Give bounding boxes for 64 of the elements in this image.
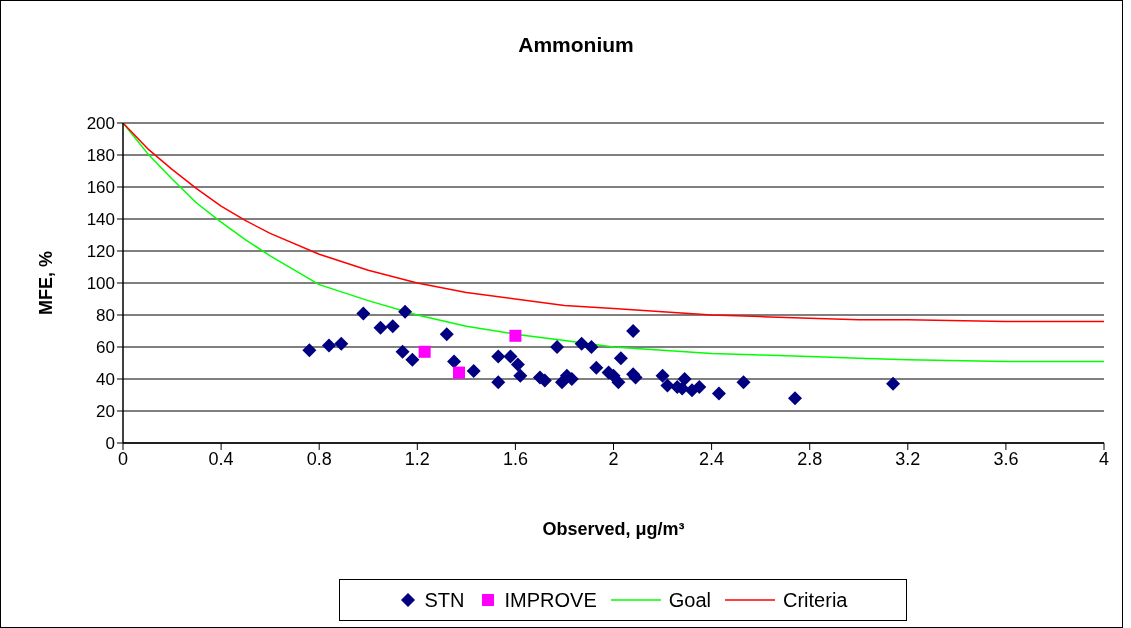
point [787, 391, 802, 406]
point [574, 336, 589, 351]
point [513, 368, 528, 383]
x-tick-label: 3.2 [895, 448, 921, 469]
x-tick-label: 3.6 [993, 448, 1019, 469]
point [385, 319, 400, 334]
point [452, 366, 465, 379]
point [491, 349, 506, 364]
point [466, 364, 481, 378]
point [711, 386, 726, 401]
chart-title: Ammonium [517, 33, 635, 57]
x-tick-label: 0 [117, 448, 129, 469]
x-tick-label: 2.8 [797, 448, 823, 469]
point [886, 376, 901, 391]
x-tick-label: 1.6 [502, 448, 528, 469]
point [509, 329, 522, 342]
y-tick-label: 20 [96, 402, 115, 422]
point [405, 352, 420, 367]
x-tick-label: 2 [608, 448, 619, 469]
legend-label: Criteria [783, 588, 848, 612]
point [395, 344, 410, 359]
x-tick-label: 1.2 [404, 448, 430, 469]
point [584, 340, 599, 354]
y-tick-label: 180 [86, 146, 115, 166]
x-tick-label: 0.8 [306, 448, 332, 469]
legend-label: IMPROVE [504, 588, 597, 612]
y-tick-label: 80 [96, 306, 115, 326]
y-tick-label: 40 [96, 370, 115, 390]
point [334, 336, 349, 351]
point [692, 380, 707, 394]
point [503, 349, 518, 364]
point [302, 343, 317, 358]
y-axis-title: MFE, % [36, 250, 56, 316]
point [356, 306, 371, 321]
y-tick-label: 120 [86, 242, 115, 262]
y-tick-label: 160 [86, 178, 115, 198]
point [398, 304, 413, 319]
point [655, 368, 670, 383]
point [447, 354, 462, 369]
point [491, 375, 506, 390]
point [418, 345, 431, 358]
legend-label: Goal [668, 588, 712, 612]
point [322, 338, 337, 353]
point [439, 327, 454, 342]
point [510, 357, 525, 372]
x-axis-title: Observed, μg/m³ [542, 519, 685, 539]
y-tick-label: 100 [86, 274, 115, 294]
legend-label: STN [424, 588, 465, 612]
y-tick-label: 140 [86, 210, 115, 230]
y-tick-label: 200 [86, 114, 115, 134]
point [677, 372, 692, 386]
point [626, 324, 641, 338]
point [373, 320, 388, 335]
point [589, 360, 604, 375]
point [736, 375, 751, 390]
y-tick-label: 0 [105, 434, 115, 454]
x-tick-label: 2.4 [699, 448, 725, 469]
point [613, 351, 628, 366]
x-tick-label: 4 [1098, 448, 1110, 469]
x-tick-label: 0.4 [208, 448, 234, 469]
y-tick-label: 60 [96, 338, 115, 358]
point [550, 340, 565, 354]
point [611, 375, 626, 390]
point [660, 378, 675, 393]
